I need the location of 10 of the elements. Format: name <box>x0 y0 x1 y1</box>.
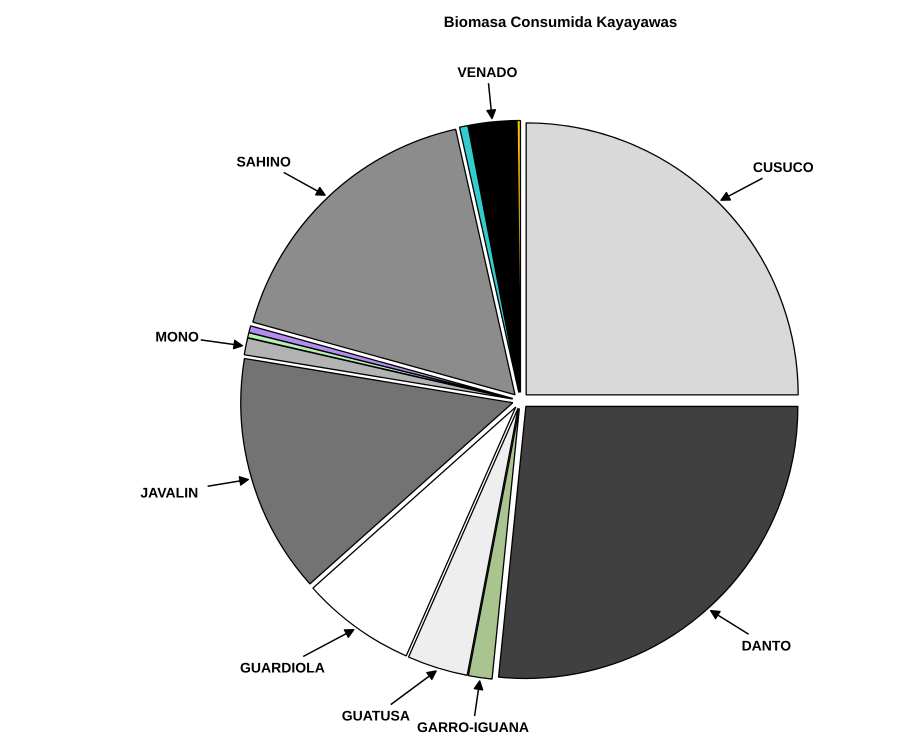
slice-label: MONO <box>155 328 200 345</box>
slice-label: DANTO <box>742 637 792 654</box>
slice-label: JAVALIN <box>140 484 198 501</box>
slice-label: GARRO-IGUANA <box>416 719 529 736</box>
slice-label: GUATUSA <box>342 708 410 724</box>
slice-label: VENADO <box>457 64 518 80</box>
chart-title: Biomasa Consumida Kayayawas <box>444 14 678 31</box>
slice-label: SAHINO <box>236 153 292 170</box>
slice-label: CUSUCO <box>752 159 814 176</box>
slice-label: GUARDIOLA <box>240 659 325 676</box>
